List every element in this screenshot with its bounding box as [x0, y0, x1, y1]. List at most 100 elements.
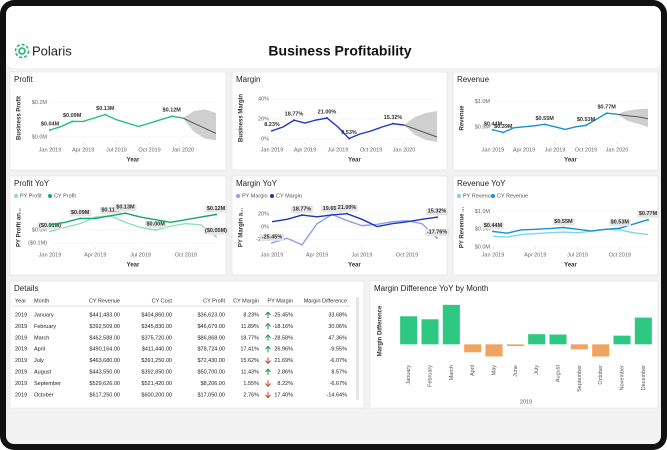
- label-box: [205, 205, 228, 213]
- cell: -18.16%: [273, 324, 294, 330]
- cell: 2019: [15, 335, 27, 341]
- point: [436, 237, 438, 240]
- x-tick-label: August: [555, 365, 561, 383]
- forecast-line: [182, 117, 217, 134]
- point: [271, 129, 273, 132]
- point: [49, 230, 51, 233]
- cell: 2019: [15, 358, 27, 364]
- data-label: $0.77M: [597, 105, 616, 111]
- panel-title: Revenue: [457, 75, 490, 84]
- trend-arrow: [265, 323, 271, 330]
- data-label: 18.77%: [285, 112, 304, 118]
- cell: $50,700.00: [197, 369, 225, 375]
- label-box: [321, 205, 343, 213]
- point: [154, 229, 157, 232]
- point: [124, 212, 127, 215]
- data-label: $0.44M: [484, 223, 503, 229]
- y-axis-title: PY Revenue ...: [460, 207, 466, 249]
- logo-icon: [14, 43, 30, 59]
- y-tick-label: $1.0M: [475, 99, 491, 105]
- x-tick-label: November: [619, 365, 625, 391]
- cell: 2.86%: [277, 369, 293, 375]
- cell: 47.36%: [328, 335, 347, 341]
- point: [71, 120, 74, 123]
- label-box: [425, 228, 449, 236]
- x-axis-title: Year: [348, 263, 361, 269]
- scrollbar: [356, 297, 359, 400]
- cell: -6.67%: [330, 381, 348, 387]
- cell: $600,200.00: [141, 392, 172, 398]
- x-tick-label: Jan 2019: [482, 147, 505, 153]
- data-label: $0.39M: [494, 124, 513, 130]
- data-label: 15.32%: [428, 209, 447, 215]
- panel: [452, 71, 659, 171]
- x-tick-label: October: [598, 365, 604, 385]
- x-tick-label: Jan 2019: [39, 147, 62, 153]
- point: [301, 214, 303, 217]
- x-axis-title: Year: [127, 158, 140, 164]
- cell: 2019: [15, 369, 27, 375]
- bar: [464, 344, 482, 353]
- cell: October: [34, 392, 54, 398]
- x-tick-label: Jul 2019: [130, 252, 151, 258]
- bar: [549, 334, 567, 345]
- point: [170, 115, 173, 118]
- x-tick-label: February: [427, 365, 433, 387]
- cell: 2.76%: [243, 392, 259, 398]
- legend-swatch: [48, 194, 52, 198]
- cell: -6.07%: [330, 358, 348, 364]
- point: [293, 119, 295, 122]
- forecast-band: [617, 108, 648, 127]
- bar: [506, 344, 524, 347]
- panel: [231, 175, 448, 276]
- trend-arrow: [265, 391, 271, 399]
- forecast-band: [182, 109, 216, 141]
- cell: $521,420.00: [141, 381, 172, 387]
- x-tick-label: January: [406, 365, 412, 385]
- cell: 1.55%: [243, 381, 259, 387]
- cell: January: [34, 312, 54, 318]
- x-tick-label: Oct 2019: [396, 252, 418, 258]
- cell: 8.22%: [277, 381, 293, 387]
- y-tick-label: 0%: [261, 136, 269, 142]
- cell: August: [34, 369, 52, 375]
- label-box: [609, 219, 631, 227]
- x-tick-label: Jan 2020: [393, 147, 416, 153]
- x-tick-label: Apr 2019: [513, 147, 535, 153]
- trend-arrow: [265, 311, 271, 318]
- cell: -25.45%: [273, 312, 294, 318]
- x-tick-label: Jul 2019: [106, 147, 127, 153]
- bar: [421, 319, 439, 345]
- y-tick-label: 0%: [261, 224, 269, 230]
- cell: 2019: [15, 347, 27, 353]
- series-line: [492, 228, 649, 238]
- cell: 21.69%: [274, 358, 293, 364]
- column-header: CY Profit: [203, 298, 225, 304]
- cell: $404,860.00: [141, 312, 172, 318]
- point: [49, 129, 51, 131]
- x-tick-label: Jan 2020: [606, 147, 629, 153]
- cell: 8.23%: [243, 312, 259, 318]
- y-tick-label: $0.0M: [475, 244, 491, 250]
- x-tick-label: June: [513, 365, 519, 377]
- x-tick-label: Oct 2019: [575, 147, 597, 153]
- cell: $375,720.00: [141, 335, 172, 341]
- x-tick-label: Jul 2019: [545, 147, 566, 153]
- column-header: CY Revenue: [89, 298, 120, 304]
- point: [436, 216, 438, 219]
- panel-title: Margin YoY: [236, 179, 278, 188]
- column-header: Year: [15, 298, 26, 304]
- legend-label: CY Margin: [276, 193, 302, 199]
- logo-text: Polaris: [32, 43, 72, 58]
- data-label: 21.00%: [318, 109, 337, 115]
- legend-swatch: [491, 194, 495, 198]
- cell: $617,250.00: [89, 392, 120, 398]
- y-tick-label: 20%: [258, 116, 269, 122]
- cell: 15.62%: [240, 358, 259, 364]
- panel-title: Details: [14, 284, 38, 293]
- cell: $441,483.00: [89, 312, 120, 318]
- y-axis-title: Margin Difference: [378, 305, 384, 356]
- label-box: [99, 206, 122, 214]
- legend-label: PY Margin: [242, 193, 268, 199]
- point: [348, 137, 350, 140]
